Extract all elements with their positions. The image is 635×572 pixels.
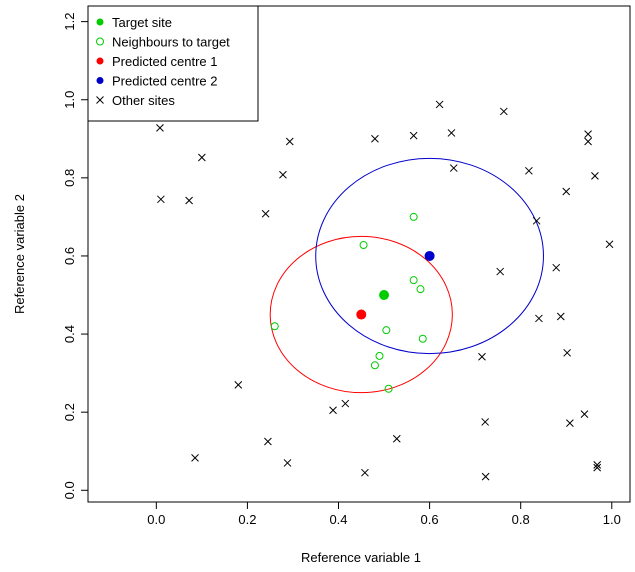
other-sites-point <box>185 196 193 205</box>
y-tick-label: 0.8 <box>62 169 77 187</box>
other-sites-point <box>481 418 490 426</box>
x-tick-label: 0.0 <box>147 512 165 527</box>
other-sites-point <box>361 468 369 477</box>
legend-label: Predicted centre 2 <box>112 74 218 89</box>
other-sites-point <box>591 172 599 180</box>
other-sites-point <box>566 419 574 427</box>
x-tick-label: 0.4 <box>329 512 347 527</box>
other-sites-point <box>593 463 602 472</box>
neighbours-to-target-point <box>384 384 393 393</box>
x-tick-label: 0.2 <box>238 512 256 527</box>
other-sites-point <box>532 216 541 225</box>
other-sites-point <box>435 100 444 109</box>
other-sites-point <box>496 267 505 276</box>
other-sites-point <box>584 137 592 146</box>
x-tick-label: 1.0 <box>603 512 621 527</box>
neighbours-to-target-point <box>270 322 279 331</box>
x-tick-label: 0.8 <box>512 512 530 527</box>
x-axis: 0.0 0.2 0.4 0.6 0.8 1.0 <box>147 501 621 527</box>
neighbours-to-target-point <box>359 241 368 250</box>
neighbours-to-target-point <box>418 334 427 343</box>
other-sites-point <box>341 399 350 408</box>
other-sites-point <box>449 164 458 172</box>
legend-label: Target site <box>112 15 172 30</box>
y-axis: 0.0 0.2 0.4 0.6 0.8 1.0 1.2 <box>62 13 89 499</box>
other-sites-point <box>552 263 561 272</box>
other-sites-point <box>562 187 571 196</box>
legend: Target site Neighbours to target Predicted… <box>87 5 259 122</box>
y-tick-label: 0.4 <box>62 325 77 343</box>
legend-marker <box>96 77 104 84</box>
legend-box <box>87 5 259 122</box>
legend-label: Other sites <box>112 93 175 108</box>
neighbours-to-target-point <box>416 285 425 294</box>
neighbours-to-target-point <box>409 276 418 285</box>
y-tick-label: 1.0 <box>62 91 77 109</box>
legend-marker <box>96 37 104 46</box>
data-points <box>156 100 614 481</box>
predicted-centre-2-point <box>424 250 435 261</box>
legend-label: Predicted centre 1 <box>112 54 218 69</box>
other-sites-point <box>329 406 337 415</box>
radius-circle <box>269 235 453 394</box>
radius-circle <box>315 157 544 355</box>
legend-label: Neighbours to target <box>112 35 230 50</box>
legend-marker <box>96 96 104 104</box>
other-sites-point <box>191 454 199 462</box>
legend-marker <box>96 18 104 26</box>
other-sites-point <box>499 107 508 116</box>
other-sites-point <box>563 348 571 357</box>
y-tick-label: 0.0 <box>62 481 77 499</box>
legend-marker <box>96 57 104 65</box>
other-sites-point <box>392 434 401 443</box>
other-sites-point <box>593 461 602 469</box>
neighbours-to-target-point <box>370 361 379 370</box>
other-sites-point <box>234 380 243 389</box>
neighbours-to-target-point <box>382 326 391 335</box>
other-sites-point <box>156 123 164 132</box>
other-sites-point <box>409 131 418 140</box>
x-tick-label: 0.6 <box>421 512 439 527</box>
other-sites-point <box>535 314 543 323</box>
other-sites-point <box>157 195 165 204</box>
y-axis-label: Reference variable 2 <box>12 194 27 314</box>
other-sites-point <box>481 472 490 481</box>
other-sites-point <box>279 170 287 179</box>
other-sites-point <box>605 240 614 249</box>
other-sites-point <box>283 459 292 467</box>
other-sites-point <box>525 166 533 175</box>
reference-circles <box>269 157 544 394</box>
other-sites-point <box>261 209 270 218</box>
other-sites-point <box>371 134 379 143</box>
other-sites-point <box>584 130 592 138</box>
y-tick-label: 0.2 <box>62 403 77 421</box>
other-sites-point <box>264 437 272 446</box>
other-sites-point <box>580 410 589 418</box>
other-sites-point <box>198 153 206 162</box>
neighbours-to-target-point <box>409 212 418 221</box>
other-sites-point <box>556 312 565 321</box>
other-sites-point <box>478 352 486 361</box>
y-tick-label: 0.6 <box>62 247 77 265</box>
other-sites-point <box>285 137 294 146</box>
y-tick-label: 1.2 <box>62 13 77 31</box>
neighbours-to-target-point <box>375 351 384 360</box>
predicted-centre-1-point <box>356 309 367 320</box>
x-axis-label: Reference variable 1 <box>301 550 421 565</box>
other-sites-point <box>447 129 456 137</box>
target-site-point <box>379 290 390 301</box>
